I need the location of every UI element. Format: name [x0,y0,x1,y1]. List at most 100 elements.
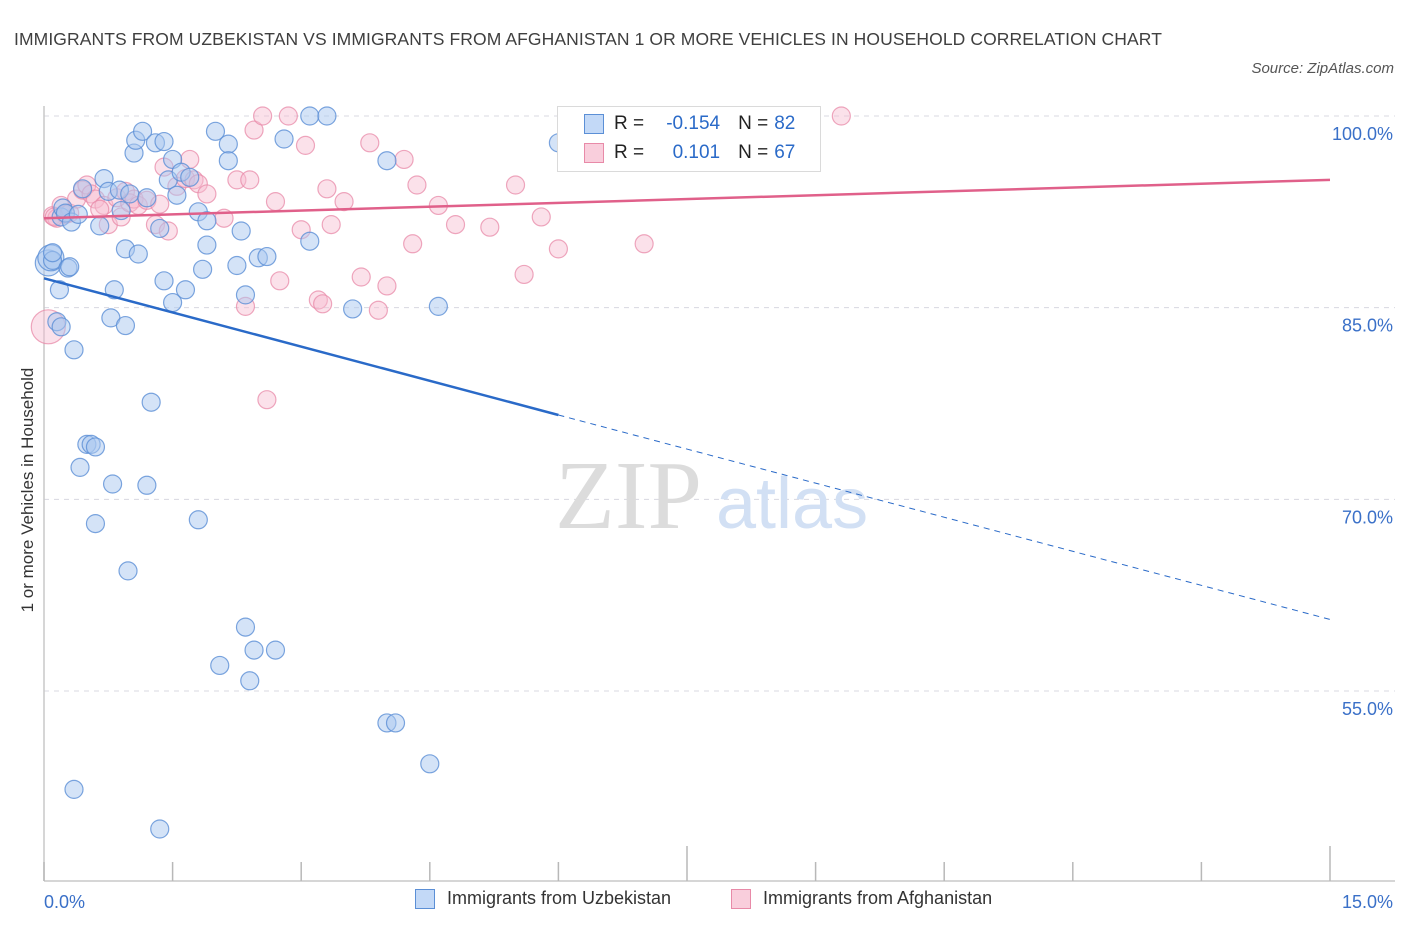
afghanistan-point [505,175,526,195]
afghanistan-point [334,192,354,212]
afghanistan-point [257,390,277,410]
uzbekistan-point [180,167,200,187]
legend-row-uzbekistan: R = -0.154 N = 82 [584,112,795,136]
legend-r-value: 0.101 [672,142,721,163]
uzbekistan-point [227,255,247,276]
uzbekistan-point [115,315,136,336]
series-legend: Immigrants from Uzbekistan Immigrants fr… [0,888,1406,916]
uzbekistan-point [141,392,161,412]
uzbekistan-point [154,131,174,152]
afghanistan-point [445,215,466,235]
afghanistan-point [514,264,534,285]
uzbekistan-point [85,437,106,457]
legend-n-label: N = [738,113,769,134]
uzbekistan-point [210,655,230,676]
uzbekistan-point [231,221,251,241]
uzbekistan-point [51,317,71,337]
uzbekistan-trend-line [43,277,559,417]
y-axis-label: 1 or more Vehicles in Household [18,367,37,613]
afghanistan-point [403,234,423,254]
uzbekistan-point [128,244,148,264]
uzbekistan-point [49,280,70,300]
y-tick-label: 85.0% [1342,316,1393,336]
uzbekistan-point [120,184,140,204]
trend-lines [43,178,1331,620]
afghanistan-point [240,170,260,190]
watermark-zip: ZIP [555,442,702,550]
legend-r-label: R = [614,113,645,134]
grid-lines [44,115,1395,692]
uzbekistan-point [218,134,238,154]
uzbekistan-point [244,640,264,660]
afghanistan-point [368,300,388,320]
uzbekistan-point [377,151,397,171]
uzbekistan-point [150,218,170,239]
afghanistan-point [531,207,551,227]
uzbekistan-point [137,188,157,208]
uzbekistan-point [265,640,286,660]
uzbekistan-point [218,151,238,171]
uzbekistan-point [72,179,93,199]
uzbekistan-point [132,121,153,141]
legend-swatch-afghanistan [731,888,751,909]
uzbekistan-point [205,121,226,141]
uzbekistan-point [175,280,196,300]
stats-legend: R = -0.154 N = 82 R = 0.101 N = 67 [557,106,821,172]
uzbekistan-point [104,280,124,300]
afghanistan-point [244,120,264,140]
afghanistan-point [377,276,397,296]
uzbekistan-point [137,475,157,495]
x-tick-label-min: 0.0% [44,892,85,912]
uzbekistan-point [428,296,448,316]
uzbekistan-point [197,211,217,231]
y-tick-label: 100.0% [1332,124,1393,144]
axes [43,106,1395,882]
uzbekistan-point [60,257,80,277]
afghanistan-point [480,217,500,237]
afghanistan-point [253,106,273,126]
afghanistan-point [407,175,427,195]
y-tick-label: 70.0% [1342,507,1393,527]
uzbekistan-point [235,285,256,305]
uzbekistan-point [64,340,84,360]
uzbekistan-point [70,457,90,477]
uzbekistan-point [154,271,174,291]
afghanistan-point [360,133,380,153]
afghanistan-point [321,215,341,235]
uzbekistan-point [90,216,110,236]
series-legend-uzbekistan[interactable]: Immigrants from Uzbekistan [415,888,671,909]
afghanistan-point [278,106,298,126]
uzbekistan-point [240,671,260,691]
uzbekistan-point [385,713,406,733]
legend-swatch-uzbekistan [415,888,435,909]
y-tick-labels: 100.0% 85.0% 70.0% 55.0% [1332,124,1393,719]
afghanistan-point [197,184,217,204]
uzbekistan-point [197,235,217,255]
uzbekistan-trend-extension [558,414,1331,620]
uzbekistan-point [188,510,208,530]
legend-n-value: 67 [774,142,796,163]
uzbekistan-point [317,106,337,126]
legend-swatch-afghanistan [584,143,604,163]
uzbekistan-point [64,779,84,799]
uzbekistan-point [343,299,363,319]
uzbekistan-point [167,185,187,205]
uzbekistan-point [42,243,63,263]
source-label: Source: ZipAtlas.com [1251,60,1394,77]
uzbekistan-point [150,819,170,839]
afghanistan-trend-line [43,178,1331,220]
uzbekistan-point [118,561,138,581]
afghanistan-point [634,234,654,254]
series-legend-afghanistan[interactable]: Immigrants from Afghanistan [731,888,992,909]
afghanistan-point [317,179,337,199]
uzbekistan-point [300,231,320,251]
chart-title: IMMIGRANTS FROM UZBEKISTAN VS IMMIGRANTS… [14,29,1162,49]
afghanistan-point [265,192,286,212]
afghanistan-point [548,239,569,259]
series-name-afghanistan: Immigrants from Afghanistan [763,888,993,908]
uzbekistan-point [102,474,123,494]
afghanistan-point [831,106,851,126]
afghanistan-point [313,294,333,314]
afghanistan-point [295,135,316,155]
